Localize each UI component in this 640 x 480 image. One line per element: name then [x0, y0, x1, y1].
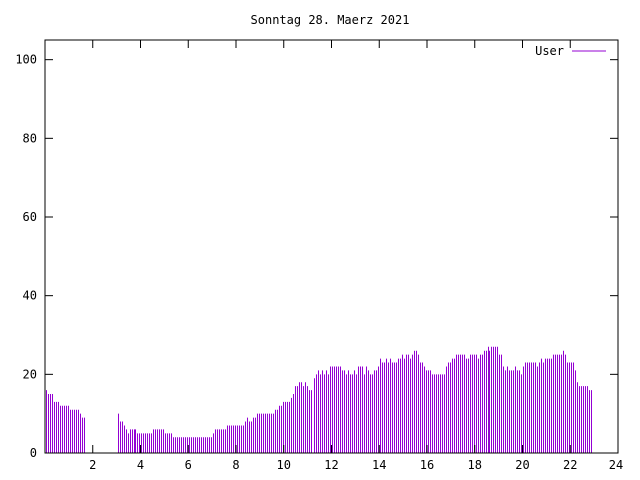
y-tick-label: 80: [23, 131, 37, 145]
y-tick-label: 100: [15, 53, 37, 67]
x-tick-label: 22: [563, 458, 577, 472]
y-tick-label: 0: [30, 446, 37, 460]
bar-series-user: [46, 346, 592, 453]
x-axis: 2 4 6 8 10 12 14 16 18 20 22 24: [89, 40, 623, 472]
x-tick-label: 16: [420, 458, 434, 472]
x-tick-label: 2: [89, 458, 96, 472]
x-tick-label: 18: [468, 458, 482, 472]
x-tick-label: 12: [324, 458, 338, 472]
x-tick-label: 20: [515, 458, 529, 472]
x-tick-label: 10: [277, 458, 291, 472]
y-tick-label: 20: [23, 367, 37, 381]
y-axis: 0 20 40 60 80 100: [15, 53, 618, 460]
plot-frame: [44, 39, 619, 454]
x-tick-label: 24: [609, 458, 623, 472]
x-tick-label: 4: [137, 458, 144, 472]
x-tick-label: 8: [232, 458, 239, 472]
y-tick-label: 60: [23, 210, 37, 224]
x-tick-label: 14: [372, 458, 386, 472]
legend: User: [535, 44, 606, 58]
y-tick-label: 40: [23, 289, 37, 303]
legend-label-user: User: [535, 44, 564, 58]
chart-title: Sonntag 28. Maerz 2021: [251, 13, 410, 27]
x-tick-label: 6: [185, 458, 192, 472]
